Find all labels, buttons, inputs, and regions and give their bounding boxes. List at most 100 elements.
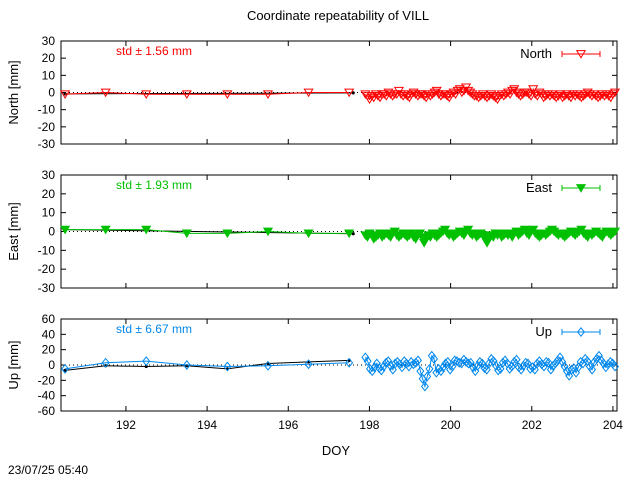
north-daily-line	[65, 91, 350, 95]
north-dense-point	[603, 92, 614, 101]
chart-panels: 30 20 10 0 -10 -20 -30 North [mm] std ± 1.56 mm N…	[6, 34, 623, 432]
east-daily-point	[181, 229, 192, 239]
north-dense-point	[481, 93, 493, 103]
up-y-tick-label: -20	[38, 373, 56, 387]
east-dense-point	[609, 227, 621, 237]
x-tick-label: 194	[197, 418, 217, 432]
x-tick-label: 192	[116, 418, 136, 432]
x-tick-label: 202	[522, 418, 542, 432]
up-y-axis-label: Up [mm]	[6, 340, 21, 389]
north-dense-point	[427, 90, 438, 99]
east-daily-line	[65, 229, 350, 234]
up-dense-point	[489, 356, 498, 367]
east-legend-label: East	[526, 180, 552, 195]
up-daily-point	[345, 357, 354, 368]
north-dense-point	[490, 93, 501, 103]
up-daily-point	[61, 363, 70, 374]
north-dense-point	[366, 92, 377, 101]
up-std-label: std ± 6.67 mm	[116, 322, 192, 336]
up-trend-line	[65, 359, 350, 371]
north-daily-point	[222, 90, 233, 99]
up-dense-point	[539, 361, 548, 372]
panel-east: 30 20 10 0 -10 -20 -30 East [mm] std ± 1.93 mm Ea…	[6, 168, 621, 295]
up-dense-point	[606, 356, 615, 367]
up-dense-point	[556, 352, 565, 363]
up-dense-point	[416, 366, 425, 377]
north-dense-point	[435, 92, 446, 101]
up-daily-point	[304, 359, 313, 370]
up-dense-point	[372, 358, 381, 369]
north-daily-point	[262, 90, 274, 99]
north-y-tick-label: 0	[48, 86, 55, 100]
up-dense-point	[590, 356, 599, 367]
up-dense-point	[599, 358, 608, 369]
north-dense-point	[387, 92, 398, 101]
up-trend-point	[144, 364, 148, 369]
north-legend-label: North	[520, 46, 552, 61]
up-dense-point	[512, 354, 521, 365]
north-daily-point	[141, 90, 152, 99]
up-dense-point	[462, 356, 471, 367]
east-std-label: std ± 1.93 mm	[116, 178, 192, 192]
up-dense-point	[430, 353, 439, 364]
north-dense-point	[578, 92, 589, 101]
up-dense-point	[533, 358, 542, 369]
north-legend-marker	[575, 50, 587, 59]
north-daily-point	[344, 88, 355, 98]
up-dense-point	[521, 357, 530, 368]
north-dense-point	[372, 92, 384, 101]
up-dense-point	[588, 364, 597, 375]
east-daily-point	[344, 229, 355, 239]
up-dense-point	[452, 356, 461, 367]
timestamp: 23/07/25 05:40	[8, 463, 88, 477]
up-daily-line	[64, 360, 350, 370]
north-dense-point	[360, 90, 371, 99]
up-dense-point	[475, 356, 484, 367]
up-daily-point	[182, 359, 191, 371]
up-y-tick-label: 60	[42, 312, 56, 326]
north-dense-point	[502, 88, 514, 98]
up-dense-point	[439, 362, 448, 373]
north-dense-point	[607, 90, 618, 99]
north-daily-point	[181, 90, 192, 99]
up-dense-point	[384, 356, 393, 367]
up-daily-point	[263, 360, 272, 371]
up-dense-point	[478, 358, 487, 369]
north-y-tick-label: -20	[38, 120, 56, 134]
east-y-tick-label: -20	[38, 262, 56, 276]
east-daily-point	[59, 225, 71, 235]
panel-north: 30 20 10 0 -10 -20 -30 North [mm] std ± 1.56 mm N…	[6, 34, 621, 151]
up-dense-point	[457, 358, 466, 369]
up-dense-point	[526, 363, 535, 374]
north-dense-point	[412, 92, 423, 101]
up-dense-point	[510, 356, 519, 367]
up-y-tick-label: 20	[42, 343, 56, 357]
north-dense-point	[609, 88, 621, 98]
x-tick-label: 198	[359, 418, 379, 432]
up-dense-point	[469, 362, 478, 373]
east-daily-point	[222, 229, 233, 239]
east-daily-point	[141, 225, 152, 235]
up-dense-point	[441, 358, 450, 369]
east-y-axis-label: East [mm]	[6, 202, 21, 261]
up-dense-point	[544, 357, 553, 368]
up-dense-point	[610, 361, 619, 372]
north-dense-point	[557, 93, 568, 103]
up-trend-point	[63, 368, 67, 372]
up-dense-point	[601, 362, 610, 373]
north-dense-point	[551, 93, 562, 103]
up-legend-label: Up	[535, 324, 552, 339]
north-dense-point	[456, 88, 467, 98]
up-dense-point	[464, 358, 473, 369]
up-dense-point	[432, 367, 441, 378]
north-dense-point	[452, 86, 463, 96]
north-dense-point	[593, 93, 604, 103]
east-y-tick-label: 10	[42, 206, 56, 220]
up-dense-point	[411, 357, 420, 368]
up-dense-point	[560, 361, 569, 372]
east-daily-point	[262, 227, 274, 237]
up-dense-point	[558, 356, 567, 367]
up-dense-point	[409, 359, 418, 370]
up-dense-point	[414, 355, 423, 366]
